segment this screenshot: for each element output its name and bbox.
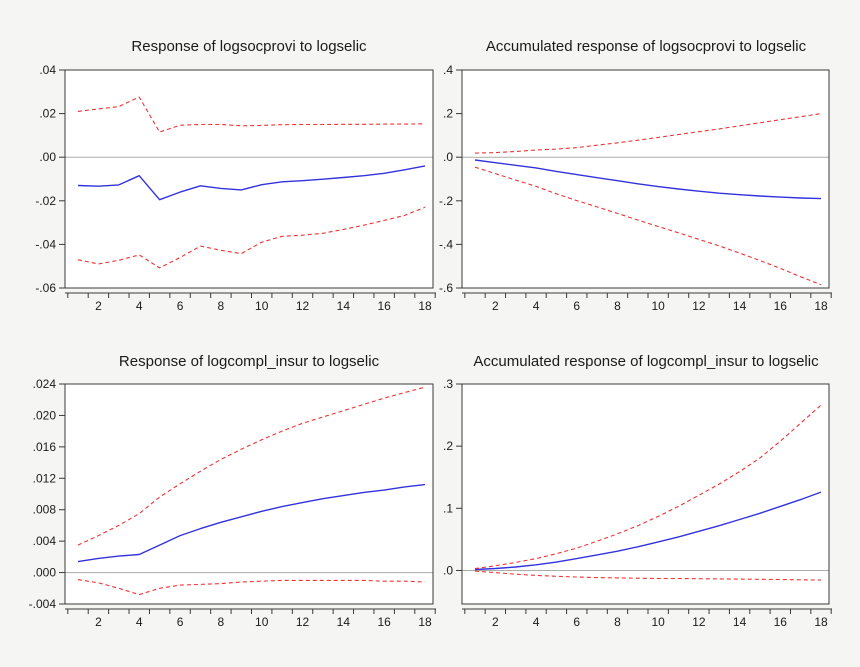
series-lower-band-line: [474, 570, 822, 581]
x-axis-tick-label: 16: [377, 299, 391, 313]
series-response-line: [474, 491, 822, 571]
y-axis-tick-label: .3: [443, 377, 453, 391]
y-axis-tick-label: -.4: [439, 237, 453, 251]
x-axis-tick-label: 8: [218, 615, 225, 629]
x-axis-tick-label: 2: [95, 299, 102, 313]
chart-title: Accumulated response of logcompl_insur t…: [473, 353, 819, 370]
chart-accumulated-response-logsocprovi-to-logselic: Accumulated response of logsocprovi to l…: [439, 38, 832, 313]
series-response-line: [77, 165, 426, 201]
y-axis-tick-label: .024: [33, 377, 57, 391]
x-axis-tick-label: 6: [177, 615, 184, 629]
x-axis-tick-label: 18: [814, 615, 828, 629]
plot-frame: [64, 69, 434, 289]
series-upper-band-line: [77, 386, 426, 546]
chart-title: Accumulated response of logsocprovi to l…: [486, 38, 807, 55]
x-axis-tick-label: 10: [255, 615, 269, 629]
series-upper-band-line: [474, 113, 822, 154]
y-axis-tick-label: .000: [33, 566, 57, 580]
x-axis-tick-label: 2: [492, 615, 499, 629]
series-lower-band-line: [77, 579, 426, 596]
y-axis-tick-label: .012: [33, 471, 57, 485]
x-axis-tick-label: 16: [774, 299, 788, 313]
plot-background: [65, 70, 433, 288]
y-axis-tick-label: -.06: [35, 281, 56, 295]
series-upper-band-line: [474, 404, 822, 570]
plot-background: [462, 70, 829, 288]
y-axis-tick-label: -.2: [439, 194, 453, 208]
y-axis-tick-label: -.004: [29, 597, 57, 611]
x-axis-tick-label: 8: [218, 299, 225, 313]
y-axis-tick-label: .004: [33, 534, 57, 548]
x-axis-tick-label: 12: [296, 615, 310, 629]
chart-title: Response of logcompl_insur to logselic: [119, 353, 380, 370]
series-response-line: [474, 159, 822, 200]
x-axis-tick-label: 12: [692, 299, 706, 313]
x-axis-tick-label: 14: [337, 299, 351, 313]
y-axis-tick-label: -.6: [439, 281, 453, 295]
x-axis-tick-label: 6: [573, 299, 580, 313]
x-axis-tick-label: 4: [136, 615, 143, 629]
x-axis-tick-label: 14: [733, 615, 747, 629]
x-axis-tick-label: 12: [692, 615, 706, 629]
plot-area-group: .3 .2 .1 .0 2 4 6 8 10 12 14 16 18: [443, 377, 832, 629]
plot-area-group: .04 .02 .00 -.02 -.04 -.06 2 4 6 8 10 12 14 16 18: [35, 63, 436, 313]
y-axis-tick-label: .4: [443, 63, 453, 77]
x-axis-tick-label: 4: [533, 615, 540, 629]
x-axis-tick-label: 8: [614, 299, 621, 313]
plot-frame: [461, 69, 830, 289]
y-axis-tick-label: .02: [39, 107, 56, 121]
x-axis-tick-label: 10: [651, 299, 665, 313]
plot-area-group: .4 .2 .0 -.2 -.4 -.6 2 4 6 8 10 12 14 16 18: [439, 63, 832, 313]
chart-title: Response of logsocprovi to logselic: [131, 38, 367, 55]
y-axis-tick-label: .1: [443, 501, 453, 515]
plot-background: [462, 384, 829, 604]
chart-accumulated-response-logcompl-insur-to-logselic: Accumulated response of logcompl_insur t…: [443, 353, 832, 629]
x-axis-tick-label: 6: [177, 299, 184, 313]
y-axis-tick-label: .2: [443, 107, 453, 121]
y-axis-tick-label: .00: [39, 150, 56, 164]
x-axis-tick-label: 16: [377, 615, 391, 629]
x-axis-tick-label: 10: [255, 299, 269, 313]
x-axis-tick-label: 14: [337, 615, 351, 629]
y-axis-tick-label: .0: [443, 563, 453, 577]
series-response-line: [77, 483, 426, 563]
x-axis-tick-label: 18: [418, 299, 432, 313]
series-upper-band-line: [77, 96, 426, 133]
y-axis-tick-label: .04: [39, 63, 56, 77]
x-axis-tick-label: 8: [614, 615, 621, 629]
x-axis-tick-label: 18: [418, 615, 432, 629]
x-axis-tick-label: 12: [296, 299, 310, 313]
y-axis-tick-label: .016: [33, 440, 57, 454]
plot-background: [65, 384, 433, 604]
plot-frame: [461, 383, 830, 605]
series-lower-band-line: [77, 206, 426, 269]
series-lower-band-line: [474, 166, 822, 286]
y-axis-tick-label: .008: [33, 503, 57, 517]
x-axis-tick-label: 16: [774, 615, 788, 629]
x-axis-tick-label: 2: [95, 615, 102, 629]
chart-response-logcompl-insur-to-logselic: Response of logcompl_insur to logselic .…: [29, 353, 436, 629]
y-axis-tick-label: -.04: [35, 237, 56, 251]
x-axis-tick-label: 10: [651, 615, 665, 629]
x-axis-tick-label: 2: [492, 299, 499, 313]
x-axis-tick-label: 4: [533, 299, 540, 313]
x-axis-tick-label: 18: [814, 299, 828, 313]
plot-frame: [64, 383, 434, 605]
y-axis-tick-label: -.02: [35, 194, 56, 208]
x-axis-tick-label: 14: [733, 299, 747, 313]
chart-response-logsocprovi-to-logselic: Response of logsocprovi to logselic .04.…: [35, 38, 436, 313]
x-axis-tick-label: 6: [573, 615, 580, 629]
y-axis-tick-label: .2: [443, 439, 453, 453]
y-axis-tick-label: .020: [33, 408, 57, 422]
y-axis-tick-label: .0: [443, 150, 453, 164]
x-axis-tick-label: 4: [136, 299, 143, 313]
plot-area-group: .024 .020 .016 .012 .008 .004 .000 -.004 2 4 6 8 10 1…: [29, 377, 436, 629]
